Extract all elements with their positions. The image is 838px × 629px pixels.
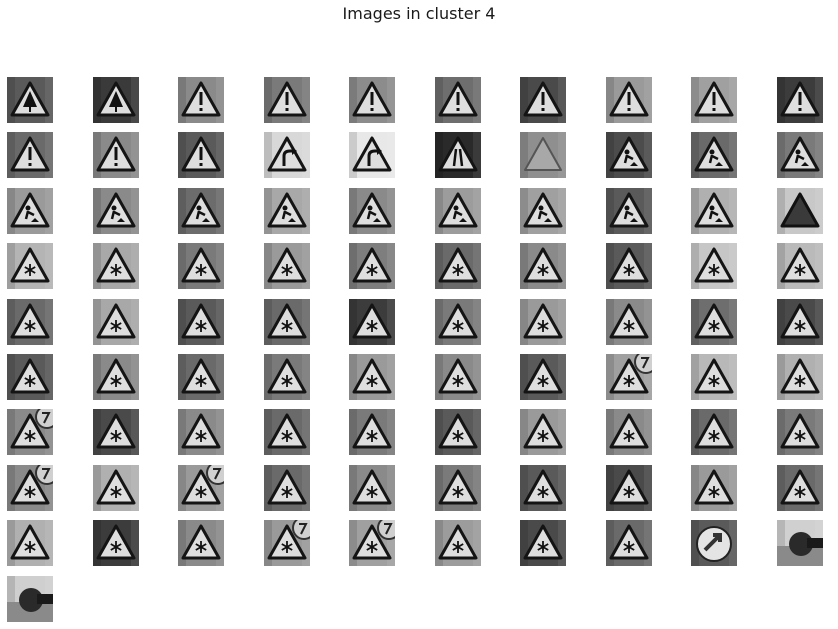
sign-thumbnail (93, 465, 139, 511)
sign-thumbnail (93, 132, 139, 178)
sign-thumbnail (777, 132, 823, 178)
sign-thumbnail (178, 465, 224, 511)
sign-thumbnail (7, 465, 53, 511)
sign-thumbnail (777, 188, 823, 234)
sign-thumbnail (435, 188, 481, 234)
sign-thumbnail (520, 409, 566, 455)
sign-thumbnail (349, 77, 395, 123)
sign-thumbnail (435, 77, 481, 123)
sign-thumbnail (7, 576, 53, 622)
sign-thumbnail (264, 188, 310, 234)
sign-thumbnail (520, 132, 566, 178)
sign-thumbnail (264, 77, 310, 123)
sign-thumbnail (178, 299, 224, 345)
sign-thumbnail (264, 409, 310, 455)
sign-thumbnail (178, 77, 224, 123)
sign-thumbnail (777, 465, 823, 511)
sign-thumbnail (435, 132, 481, 178)
sign-thumbnail (606, 354, 652, 400)
sign-thumbnail (178, 188, 224, 234)
sign-thumbnail (93, 77, 139, 123)
sign-thumbnail (777, 354, 823, 400)
sign-thumbnail (435, 354, 481, 400)
sign-thumbnail (777, 409, 823, 455)
sign-thumbnail (691, 243, 737, 289)
sign-thumbnail (435, 409, 481, 455)
sign-thumbnail (93, 520, 139, 566)
sign-thumbnail (264, 299, 310, 345)
sign-thumbnail (435, 299, 481, 345)
sign-thumbnail (691, 520, 737, 566)
sign-thumbnail (606, 243, 652, 289)
sign-thumbnail (520, 188, 566, 234)
sign-thumbnail (606, 409, 652, 455)
sign-thumbnail (435, 520, 481, 566)
sign-thumbnail (691, 354, 737, 400)
sign-thumbnail (7, 132, 53, 178)
sign-thumbnail (777, 299, 823, 345)
sign-thumbnail (349, 520, 395, 566)
sign-thumbnail (7, 243, 53, 289)
sign-thumbnail (606, 520, 652, 566)
sign-thumbnail (349, 243, 395, 289)
sign-thumbnail (93, 409, 139, 455)
sign-thumbnail (264, 132, 310, 178)
sign-thumbnail (520, 520, 566, 566)
sign-thumbnail (777, 520, 823, 566)
figure-title: Images in cluster 4 (342, 4, 496, 23)
sign-thumbnail (178, 243, 224, 289)
sign-thumbnail (178, 409, 224, 455)
sign-thumbnail (520, 465, 566, 511)
sign-thumbnail (520, 243, 566, 289)
sign-thumbnail (606, 132, 652, 178)
sign-thumbnail (93, 299, 139, 345)
sign-thumbnail (606, 77, 652, 123)
sign-thumbnail (691, 465, 737, 511)
sign-thumbnail (264, 465, 310, 511)
sign-thumbnail (777, 77, 823, 123)
sign-thumbnail (435, 243, 481, 289)
sign-thumbnail (178, 520, 224, 566)
sign-thumbnail (691, 188, 737, 234)
sign-thumbnail (606, 299, 652, 345)
sign-thumbnail (349, 188, 395, 234)
sign-thumbnail (7, 188, 53, 234)
sign-thumbnail (7, 299, 53, 345)
sign-thumbnail (178, 354, 224, 400)
sign-thumbnail (178, 132, 224, 178)
sign-thumbnail (93, 354, 139, 400)
sign-thumbnail (7, 77, 53, 123)
sign-thumbnail (349, 465, 395, 511)
sign-thumbnail (691, 299, 737, 345)
sign-thumbnail (520, 77, 566, 123)
sign-thumbnail (264, 243, 310, 289)
sign-thumbnail (520, 354, 566, 400)
sign-thumbnail (606, 188, 652, 234)
sign-thumbnail (7, 354, 53, 400)
sign-thumbnail (93, 243, 139, 289)
sign-thumbnail (520, 299, 566, 345)
sign-thumbnail (7, 409, 53, 455)
sign-thumbnail (264, 520, 310, 566)
sign-thumbnail (349, 299, 395, 345)
sign-thumbnail (349, 132, 395, 178)
sign-thumbnail (606, 465, 652, 511)
sign-thumbnail (691, 409, 737, 455)
sign-thumbnail (93, 188, 139, 234)
sign-thumbnail (691, 132, 737, 178)
sign-thumbnail (777, 243, 823, 289)
sign-thumbnail (7, 520, 53, 566)
sign-thumbnail (264, 354, 310, 400)
sign-thumbnail (691, 77, 737, 123)
sign-thumbnail (349, 409, 395, 455)
sign-thumbnail (349, 354, 395, 400)
sign-thumbnail (435, 465, 481, 511)
